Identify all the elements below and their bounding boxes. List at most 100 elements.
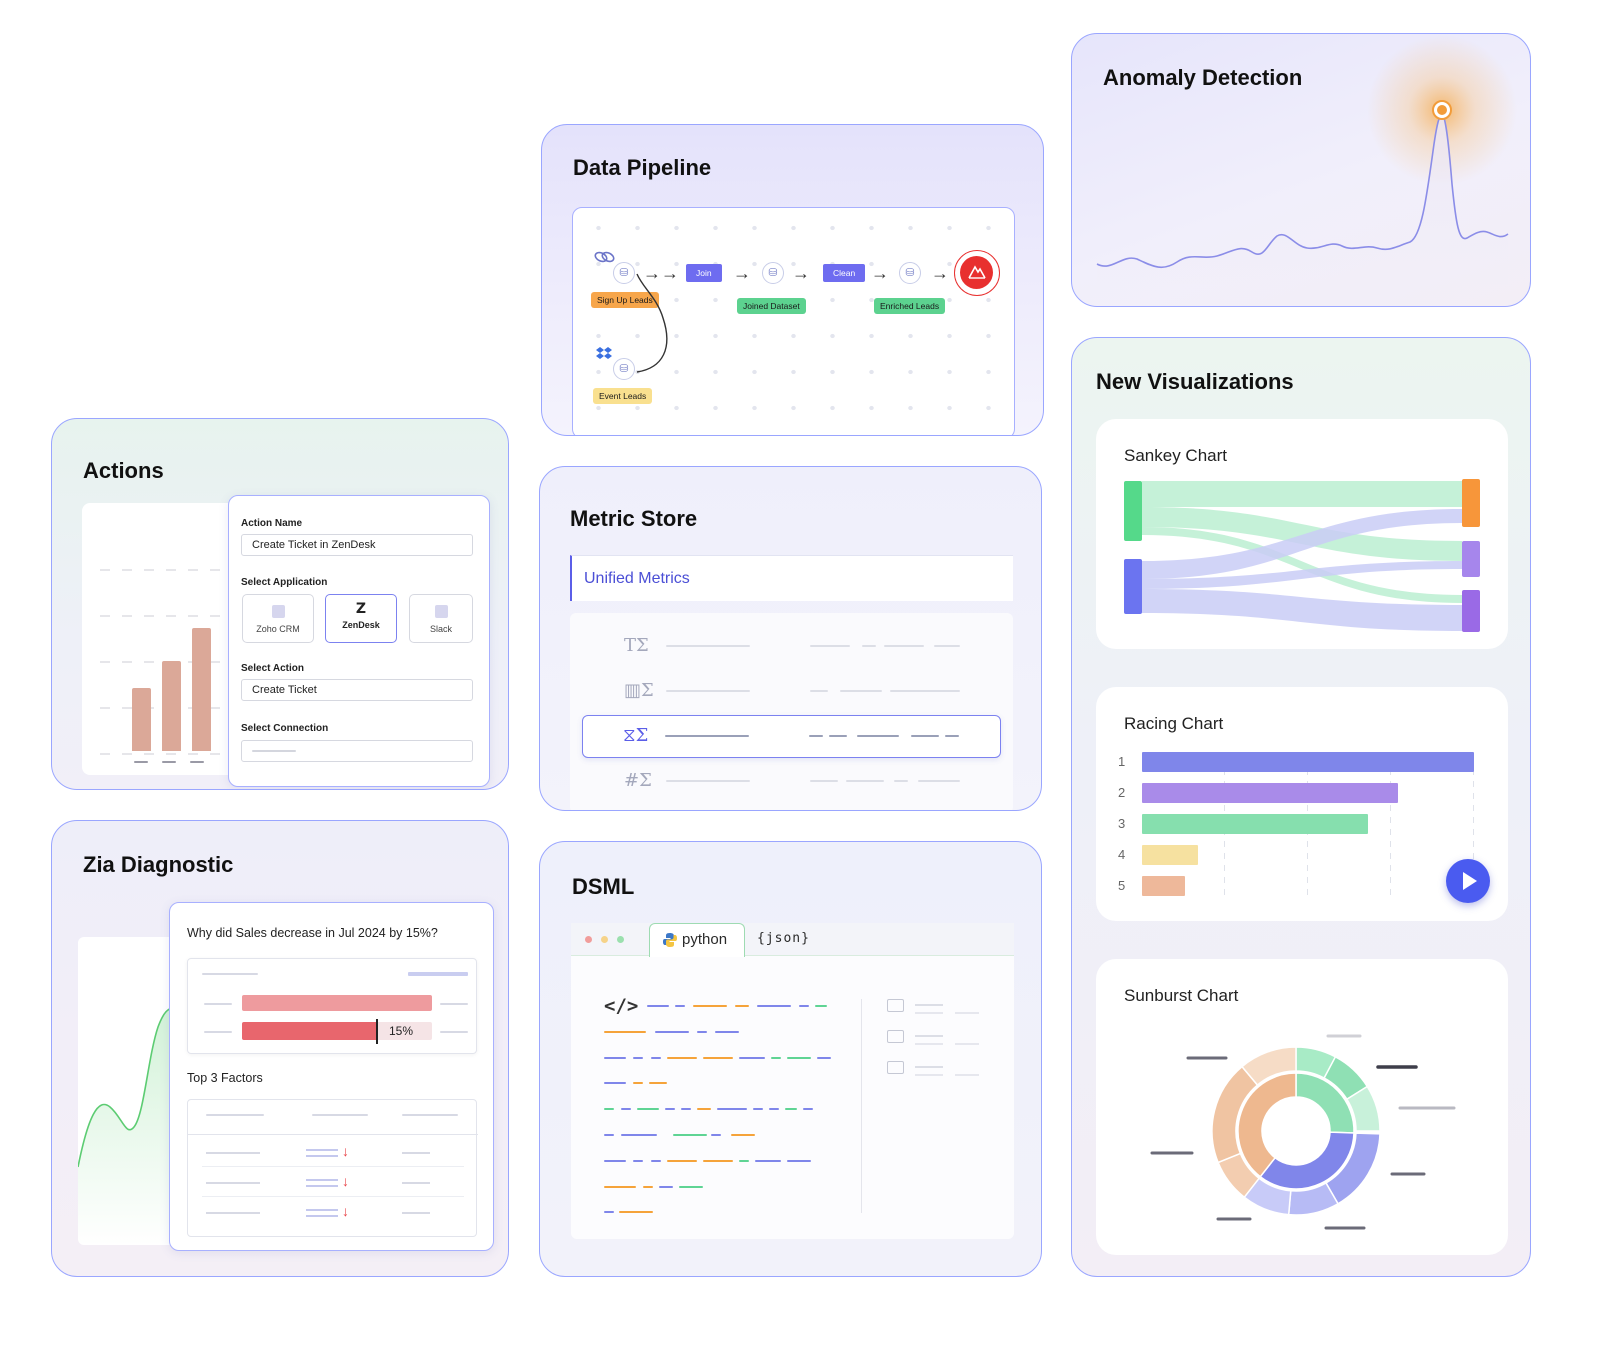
unified-metrics-tab[interactable]: Unified Metrics — [570, 555, 1013, 601]
metric-row[interactable]: ▥Σ — [584, 670, 999, 710]
percent-label: 15% — [389, 1024, 414, 1038]
code-token — [675, 1005, 685, 1007]
sankey-chart — [1124, 479, 1480, 632]
select-application-label: Select Application — [241, 577, 328, 588]
axis-tick — [162, 761, 176, 763]
step-join[interactable]: Join — [686, 264, 722, 282]
metric-list: TΣ ▥Σ ⧖Σ #Σ — [570, 613, 1013, 810]
code-token — [771, 1056, 781, 1059]
source-node-event-leads[interactable]: Event Leads — [593, 388, 653, 404]
select-connection-label: Select Connection — [241, 723, 329, 734]
sunburst-segment — [1237, 1072, 1297, 1178]
placeholder-line — [955, 1074, 979, 1076]
placeholder-line — [402, 1182, 430, 1184]
axis-tick — [134, 761, 148, 763]
placeholder-line — [840, 690, 882, 692]
output-joined-dataset[interactable]: Joined Dataset — [737, 298, 806, 314]
action-form-panel: Action Name Create Ticket in ZenDesk Sel… — [228, 495, 490, 787]
placeholder-line — [306, 1155, 338, 1157]
source-database-icon: ⛁ — [613, 262, 635, 284]
alert-node[interactable] — [954, 250, 1000, 296]
app-option-zendesk[interactable]: Z ZenDesk — [325, 594, 397, 643]
placeholder-line — [918, 780, 960, 782]
placeholder-line — [206, 1182, 260, 1184]
code-token — [604, 1082, 626, 1085]
code-token — [604, 1030, 646, 1033]
code-token — [633, 1056, 643, 1059]
code-token — [697, 1030, 707, 1033]
table-header-line — [206, 1114, 264, 1116]
placeholder-line — [402, 1212, 430, 1214]
code-token — [703, 1056, 733, 1059]
racing-bar — [1142, 876, 1185, 896]
select-connection-input[interactable] — [241, 740, 473, 762]
metric-row[interactable]: TΣ — [584, 625, 999, 665]
step-clean[interactable]: Clean — [823, 264, 866, 282]
zia-line-chart — [77, 1006, 175, 1245]
alert-icon — [960, 256, 993, 289]
code-token — [787, 1159, 811, 1162]
down-arrow-icon: ↓ — [342, 1173, 349, 1189]
metric-row[interactable]: #Σ — [584, 760, 999, 800]
data-pipeline-title: Data Pipeline — [573, 155, 712, 180]
sunburst-chart-title: Sunburst Chart — [1124, 986, 1239, 1005]
code-token — [697, 1108, 711, 1111]
new-visualizations-title: New Visualizations — [1096, 369, 1294, 394]
dropbox-icon — [596, 347, 612, 359]
factors-table: ↓ ↓ ↓ — [187, 1099, 478, 1237]
code-token — [604, 1134, 614, 1136]
source-node-signup-leads[interactable]: Sign Up Leads — [591, 292, 659, 308]
code-token — [655, 1030, 689, 1033]
placeholder-line — [915, 1043, 943, 1045]
code-token — [604, 1056, 626, 1059]
sankey-chart-title: Sankey Chart — [1124, 446, 1227, 465]
placeholder-line — [862, 645, 876, 647]
code-token — [735, 1005, 749, 1007]
placeholder-line — [894, 780, 908, 782]
play-button[interactable] — [1446, 859, 1490, 903]
slack-icon — [434, 605, 448, 618]
app-option-zoho-crm[interactable]: Zoho CRM — [242, 594, 314, 643]
code-token — [799, 1005, 809, 1007]
metric-store-card: Metric Store Unified Metrics TΣ ▥Σ ⧖Σ #Σ — [539, 466, 1042, 811]
code-token — [753, 1108, 763, 1111]
code-token — [637, 1108, 659, 1111]
tab-python[interactable]: python — [649, 923, 745, 957]
comparison-box: 15% — [187, 958, 477, 1054]
racing-bar — [1142, 783, 1398, 803]
code-token — [621, 1108, 631, 1111]
zendesk-icon: Z — [355, 601, 367, 617]
metric-row[interactable]: ⧖Σ — [582, 715, 1001, 758]
current-bar — [242, 1022, 377, 1040]
code-token — [659, 1185, 673, 1188]
folder-icon — [887, 1030, 904, 1043]
sunburst-chart-panel[interactable]: Sunburst Chart — [1096, 959, 1508, 1255]
output-enriched-leads[interactable]: Enriched Leads — [874, 298, 946, 314]
racing-rank-label: 2 — [1118, 785, 1126, 800]
metric-type-icon: ▥Σ — [624, 680, 654, 701]
placeholder-line — [306, 1149, 338, 1151]
racing-chart-panel[interactable]: Racing Chart 1 2 3 4 5 — [1096, 687, 1508, 921]
sunburst-chart — [1150, 1034, 1456, 1230]
new-visualizations-card: New Visualizations Sankey Chart Racing C… — [1071, 337, 1531, 1277]
sankey-chart-panel[interactable]: Sankey Chart — [1096, 419, 1508, 649]
placeholder-line — [306, 1179, 338, 1181]
code-token — [715, 1030, 739, 1033]
placeholder-line — [666, 690, 750, 692]
tab-json[interactable]: {json} — [757, 931, 810, 946]
dsml-title: DSML — [572, 874, 635, 899]
action-name-input[interactable]: Create Ticket in ZenDesk — [241, 534, 473, 556]
unified-metrics-label: Unified Metrics — [584, 570, 690, 587]
app-option-slack[interactable]: Slack — [409, 594, 473, 643]
window-dot-red — [585, 936, 592, 943]
code-token — [619, 1211, 653, 1214]
code-token — [643, 1185, 653, 1188]
placeholder-line — [945, 735, 959, 737]
dsml-card: DSML python {json} </> — [539, 841, 1042, 1277]
app-option-label: Slack — [429, 624, 452, 634]
arrow-icon: → — [931, 263, 949, 283]
select-action-input[interactable]: Create Ticket — [241, 679, 473, 701]
code-icon: </> — [604, 995, 639, 1017]
racing-rank-label: 5 — [1118, 878, 1126, 893]
code-editor: python {json} </> — [571, 923, 1014, 1239]
